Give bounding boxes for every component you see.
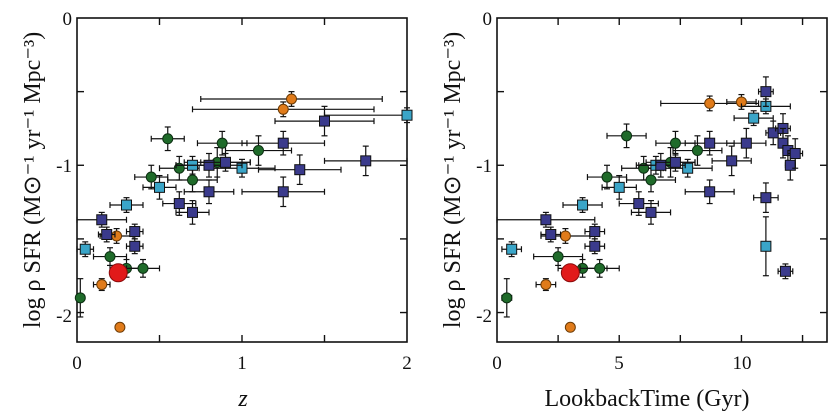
left-xtick-label-1: 1 — [237, 353, 247, 374]
left-plot-frame — [76, 17, 408, 343]
right-dark-blue-point-7 — [669, 156, 681, 168]
left-panel: 0 -1 -2 0 1 2 z log ρ SFR (M⊙⁻¹ yr⁻¹ Mpc… — [20, 9, 413, 412]
left-green-point-0 — [74, 292, 86, 304]
left-light-blue-point-0 — [79, 243, 91, 255]
right-green-point-9 — [669, 137, 681, 149]
left-dark-blue-point-3 — [129, 240, 141, 252]
right-green-point-3 — [594, 262, 606, 274]
left-dark-blue-point-8 — [220, 156, 231, 168]
left-orange-point-1 — [111, 230, 123, 242]
right-dark-blue-point-13 — [760, 192, 772, 204]
right-dark-blue-point-20 — [789, 147, 801, 159]
right-x-axis-title: LookbackTime (Gyr) — [544, 386, 749, 412]
right-xtick-label-0: 0 — [492, 353, 502, 374]
left-orange-point-0 — [96, 279, 108, 291]
right-plot-frame — [496, 17, 828, 343]
left-dark-blue-point-10 — [277, 186, 289, 198]
left-orange-point-3 — [277, 103, 289, 115]
left-dark-blue-point-0 — [96, 214, 108, 226]
right-dark-blue-point-17 — [779, 265, 791, 277]
left-dark-blue-point-13 — [360, 155, 372, 167]
right-light-blue-point-4 — [682, 162, 694, 174]
right-orange-point-0 — [540, 279, 552, 291]
right-tick-marks — [497, 18, 827, 342]
right-green-point-1 — [552, 251, 564, 263]
left-data-marks — [74, 91, 413, 333]
right-red-point-0 — [560, 263, 580, 283]
left-green-point-4 — [145, 171, 157, 183]
right-panel: 0 -1 -2 0 5 10 LookbackTime (Gyr) log ρ … — [440, 9, 828, 412]
right-data-marks — [496, 76, 804, 333]
left-y-axis-title: log ρ SFR (M⊙⁻¹ yr⁻¹ Mpc⁻³) — [20, 32, 46, 328]
left-x-axis-title: z — [237, 386, 248, 412]
left-dark-blue-point-4 — [173, 198, 185, 210]
right-dark-blue-point-11 — [740, 137, 752, 149]
left-green-point-10 — [253, 145, 264, 157]
left-light-blue-point-1 — [121, 199, 132, 211]
right-light-blue-point-5 — [748, 112, 760, 124]
right-y-axis-title: log ρ SFR (M⊙⁻¹ yr⁻¹ Mpc⁻³) — [440, 32, 466, 328]
left-light-blue-point-5 — [401, 109, 413, 121]
right-light-blue-point-1 — [577, 199, 589, 211]
right-light-blue-point-2 — [613, 181, 625, 193]
right-orange-point-1 — [559, 230, 571, 242]
left-xtick-label-0: 0 — [72, 353, 82, 374]
right-green-point-10 — [691, 145, 703, 157]
left-green-point-9 — [216, 137, 228, 149]
left-dark-blue-point-9 — [277, 137, 289, 149]
right-dark-blue-point-5 — [645, 206, 657, 218]
left-orange-point-2 — [114, 321, 126, 333]
right-green-point-4 — [601, 171, 613, 183]
right-light-blue-point-7 — [760, 240, 772, 252]
left-ytick-label-0: 0 — [63, 9, 73, 30]
right-dark-blue-point-3 — [589, 240, 601, 252]
left-dark-blue-point-12 — [319, 115, 330, 127]
right-ytick-label-2: -2 — [476, 306, 492, 327]
left-ytick-label-2: -2 — [56, 306, 72, 327]
right-light-blue-point-0 — [506, 243, 518, 255]
left-dark-blue-point-6 — [203, 186, 215, 198]
right-dark-blue-point-2 — [589, 226, 601, 238]
right-dark-blue-point-4 — [633, 198, 645, 210]
left-green-point-3 — [137, 262, 149, 274]
left-light-blue-point-2 — [154, 181, 165, 193]
left-dark-blue-point-5 — [187, 206, 198, 218]
left-green-point-7 — [187, 174, 198, 186]
right-dark-blue-point-9 — [704, 137, 716, 149]
right-green-point-0 — [501, 292, 513, 304]
right-dark-blue-point-12 — [760, 86, 772, 98]
right-dark-blue-point-0 — [540, 214, 552, 226]
right-xtick-label-1: 5 — [614, 353, 624, 374]
left-tick-marks — [77, 18, 407, 342]
left-orange-point-4 — [286, 93, 297, 105]
right-ytick-label-1: -1 — [476, 156, 492, 177]
left-dark-blue-point-7 — [203, 159, 215, 171]
right-orange-point-2 — [564, 321, 576, 333]
left-ytick-label-1: -1 — [56, 156, 72, 177]
left-green-point-5 — [162, 133, 174, 145]
left-xtick-label-2: 2 — [402, 353, 412, 374]
right-dark-blue-point-8 — [704, 186, 716, 198]
left-dark-blue-point-11 — [294, 164, 306, 176]
left-dark-blue-point-2 — [129, 226, 141, 238]
right-orange-point-3 — [704, 97, 716, 109]
right-xtick-label-2: 10 — [733, 353, 752, 374]
right-green-point-5 — [621, 130, 633, 142]
left-dark-blue-point-1 — [101, 228, 113, 240]
right-dark-blue-point-10 — [726, 155, 738, 167]
right-dark-blue-point-14 — [767, 127, 779, 139]
right-green-point-7 — [645, 174, 657, 186]
right-dark-blue-point-1 — [545, 228, 557, 240]
left-red-point-0 — [108, 263, 128, 283]
left-green-point-1 — [104, 251, 116, 263]
right-ytick-label-0: 0 — [483, 9, 493, 30]
